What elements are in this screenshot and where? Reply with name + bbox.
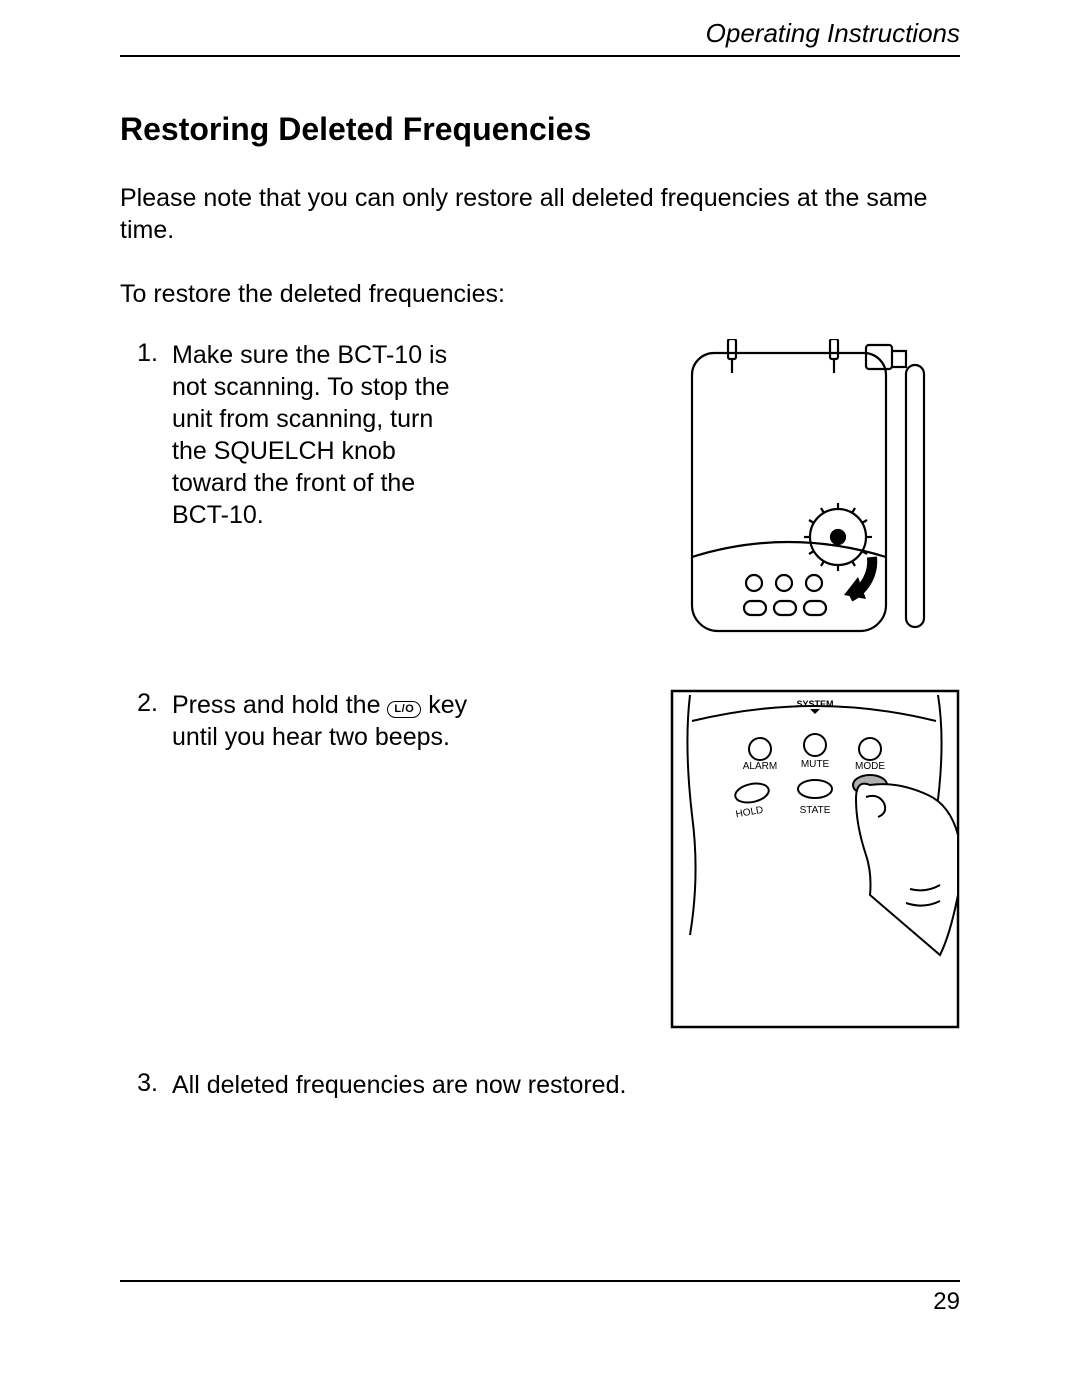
step-3: 3. All deleted frequencies are now resto… xyxy=(120,1069,960,1101)
page-title: Restoring Deleted Frequencies xyxy=(120,111,960,148)
step-2: 2. Press and hold the L/O key until you … xyxy=(120,689,960,1029)
lo-key-icon: L/O xyxy=(387,701,421,718)
section-label: Operating Instructions xyxy=(706,18,960,48)
step-figure: SYSTEM ALARM MUTE MODE HOLD STATE xyxy=(472,689,960,1029)
label-state: STATE xyxy=(800,805,831,816)
device-top-icon xyxy=(670,339,960,649)
step-number: 1. xyxy=(120,339,172,368)
step-number: 2. xyxy=(120,689,172,718)
step-text: All deleted frequencies are now restored… xyxy=(172,1069,960,1101)
label-mute: MUTE xyxy=(801,759,830,770)
label-mode: MODE xyxy=(855,761,885,772)
step-number: 3. xyxy=(120,1069,172,1098)
step-1: 1. Make sure the BCT-10 is not scanning.… xyxy=(120,339,960,649)
step-figure xyxy=(472,339,960,649)
label-hold: HOLD xyxy=(735,805,764,821)
label-alarm: ALARM xyxy=(743,761,777,772)
intro-paragraph: Please note that you can only restore al… xyxy=(120,182,960,246)
page-number: 29 xyxy=(933,1288,960,1315)
press-mode-icon: SYSTEM ALARM MUTE MODE HOLD STATE xyxy=(670,689,960,1029)
step-text-pre: Press and hold the xyxy=(172,691,387,719)
step-text: Press and hold the L/O key until you hea… xyxy=(172,689,472,753)
page-header: Operating Instructions xyxy=(120,18,960,57)
page-footer: 29 xyxy=(120,1280,960,1316)
step-text: Make sure the BCT-10 is not scanning. To… xyxy=(172,339,472,531)
lead-sentence: To restore the deleted frequencies: xyxy=(120,280,960,309)
label-system: SYSTEM xyxy=(796,699,833,709)
steps-list: 1. Make sure the BCT-10 is not scanning.… xyxy=(120,339,960,1101)
